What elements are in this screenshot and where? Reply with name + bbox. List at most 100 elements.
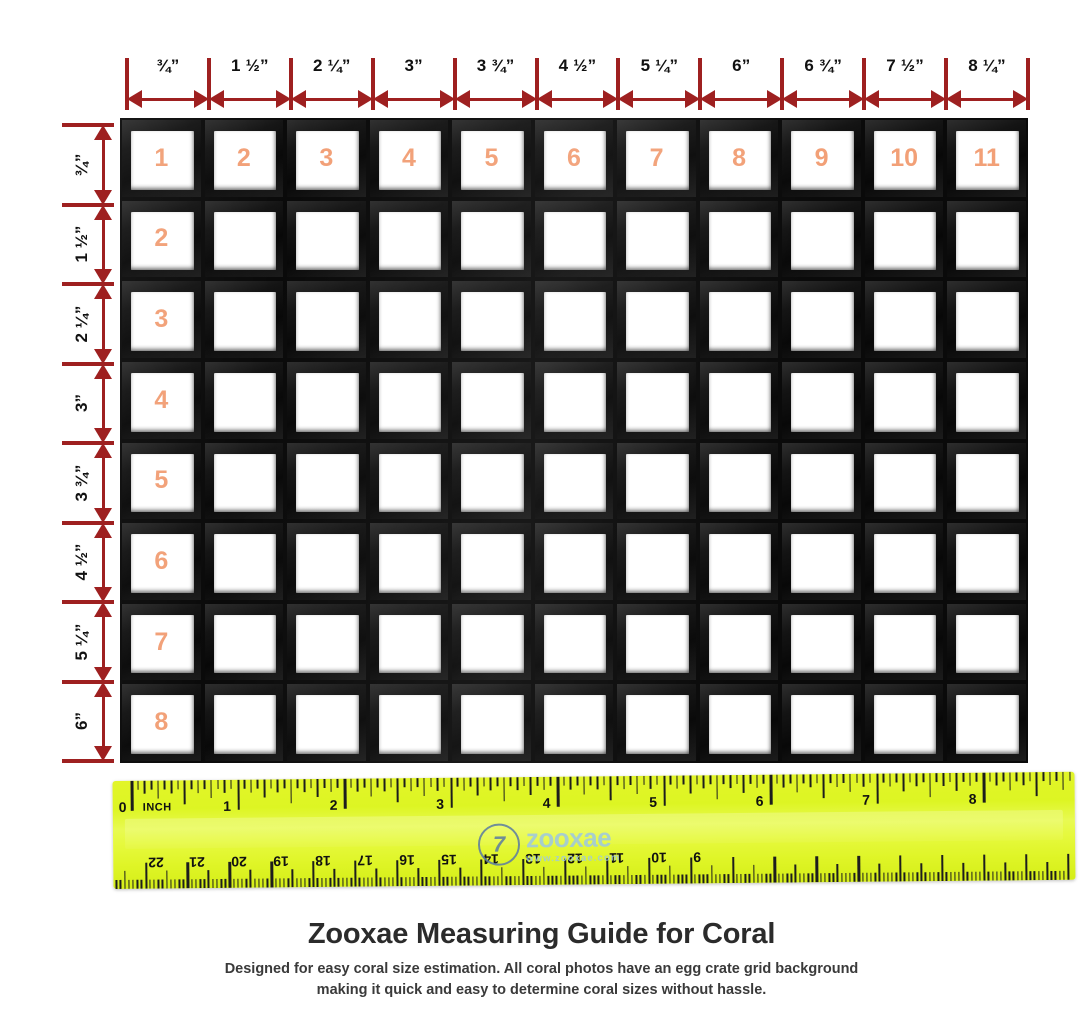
top-scale-arrow [782,90,865,108]
ruler-cm-tick [639,874,642,884]
ruler-cm-tick [165,870,168,889]
ruler-inch-tick [230,779,233,789]
ruler-inch-tick [370,778,372,797]
grid-cell: 11 [945,118,1028,199]
ruler-cm-tick [136,879,139,889]
arrow-head-right-icon [357,90,373,108]
grid-cell [615,440,698,522]
top-scale-label: 3” [404,56,423,75]
ruler-cm-tick [908,872,910,882]
ruler-cm-tick [920,863,923,882]
ruler-inch-tick [236,779,240,810]
ruler-inch-tick [603,776,605,786]
grid-cell [945,440,1028,522]
arrow-head-right-icon [849,90,865,108]
ruler-cm-tick [568,875,571,885]
ruler-cm-tick [681,874,684,884]
ruler-cm-tick [333,868,336,887]
grid-cell [532,279,616,360]
left-scale-segment: 5 ¼” [62,602,114,682]
grid-cell: 6 [532,118,616,199]
ruler-cm-tick [153,879,155,889]
ruler-inch-tick [722,775,725,785]
ruler-inch-tick [902,773,905,792]
left-scale-arrow [94,602,112,682]
grid-cell [367,601,451,683]
ruler-cm-tick [543,866,545,885]
grid-column-number: 9 [814,143,829,172]
left-scale-arrow [94,204,112,284]
top-scale-segment: 1 ½” [208,56,291,110]
grid-cell [697,682,781,763]
ruler-cm-tick [383,877,386,887]
ruler-cm-tick [899,855,902,882]
top-scale-tick [534,58,539,110]
ruler-cm-tick [589,875,591,885]
top-scale-tick [862,58,867,110]
ruler-cm-tick [723,874,726,884]
arrow-head-up-icon [94,125,112,140]
top-scale-arrow [618,90,701,108]
grid-cell [780,359,863,441]
top-scale-tick [370,58,375,110]
ruler-cm-label: 21 [189,854,206,871]
left-scale-arrow [94,443,112,523]
ruler-inch-tick [1002,772,1005,782]
ruler-inch-tick [855,773,858,783]
ruler-inch-tick [662,775,666,806]
ruler-cm-tick [694,874,696,884]
ruler-cm-tick [761,873,763,883]
ruler-inch-tick [969,772,971,786]
ruler-cm-tick [178,879,181,889]
ruler-cm-tick [283,878,285,888]
ruler-inch-tick [862,773,865,787]
ruler-inch-label: 2 [329,796,338,813]
ruler-inch-tick [796,774,798,793]
ruler-cm-tick [132,879,134,889]
left-scale-arrow [94,522,112,602]
ruler-cm-label: 16 [399,852,416,869]
ruler-cm-tick [727,874,730,884]
ruler-inch-tick [583,776,585,795]
grid-cell [285,682,368,763]
ruler-cm-label: 19 [273,853,290,870]
ruler-cm-tick [212,879,214,889]
ruler-cm-tick [773,856,777,883]
ruler-inch-tick [449,777,453,808]
top-scale-tick [1026,58,1030,110]
ruler-cm-tick [660,874,663,884]
ruler-inch-tick [190,780,193,790]
ruler-inch-tick [503,777,506,802]
ruler-inch-tick [276,779,279,793]
top-scale-tick [780,58,785,110]
left-scale-segment: 6” [62,681,114,761]
left-scale-tick [62,441,114,445]
arrow-head-up-icon [94,602,112,617]
ruler-inch-tick [649,775,652,789]
top-scale-tick [616,58,621,110]
ruler-inch-tick [729,775,732,789]
ruler-cm-tick [216,878,218,889]
ruler-inch-tick [157,780,159,799]
ruler-cm-tick [459,867,462,886]
grid-cell [367,359,451,441]
ruler-cm-tick [1000,871,1002,881]
ruler-cm-tick [618,875,621,885]
ruler-cm-tick [845,872,847,882]
ruler-cm-tick [182,879,185,889]
ruler-cm-tick [295,878,298,888]
ruler-inch-tick [836,774,838,788]
left-scale-tick [62,123,114,127]
ruler-cm-tick [1050,870,1053,881]
ruler-cm-tick [379,877,382,887]
grid-cell [532,601,616,683]
ruler-inch-tick [689,775,692,794]
top-measurement-scale: ¾” 1 ½” 2 ¼” 3” 3 ¾” 4 ½” 5 ¼” 6” 6 ¾” 7 ½” 8 ¼” [125,56,1030,110]
ruler-inch-tick [170,780,173,794]
top-scale-tick [944,58,949,110]
ruler-inch-tick [842,773,845,783]
ruler-inch-tick [829,774,832,784]
left-scale-segment: 3” [62,363,114,443]
ruler-cm-tick [404,877,407,887]
top-scale-segment: 5 ¼” [618,56,701,110]
